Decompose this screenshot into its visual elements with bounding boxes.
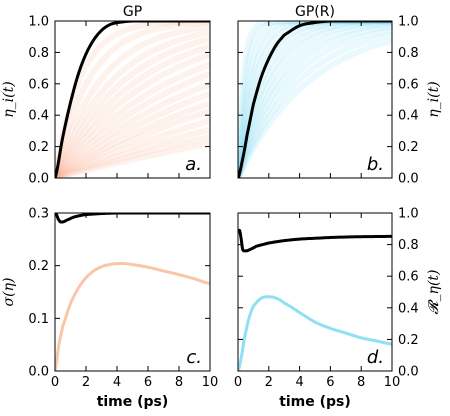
x-tick-label: 4 xyxy=(113,375,121,390)
y-tick-label: 0.2 xyxy=(398,333,419,348)
panel-letter: d. xyxy=(367,347,384,368)
y-tick-label: 0.0 xyxy=(28,365,49,380)
trajectory-line xyxy=(55,90,210,178)
y-tick-label: 1.0 xyxy=(398,15,419,30)
panel-a: 0.0 0.2 0.4 0.6 0.8 1.0 GP η_i(t) a. xyxy=(1,4,211,187)
trajectory-line xyxy=(55,23,210,178)
x-axis-label: time (ps) xyxy=(279,394,351,410)
panel-letter: c. xyxy=(186,347,202,368)
y-tick-label: 0.8 xyxy=(398,46,419,61)
x-tick-label: 0 xyxy=(51,375,59,390)
axes-frame xyxy=(237,20,393,179)
plot-area xyxy=(55,21,210,178)
trajectory-line xyxy=(55,21,210,178)
y-tick-label: 0.8 xyxy=(28,46,49,61)
y-tick-label: 0.0 xyxy=(28,172,49,187)
y-tick-label: 0.4 xyxy=(398,301,419,316)
series-line-2 xyxy=(55,262,210,371)
panel-letter: a. xyxy=(185,154,202,175)
trajectory-line xyxy=(55,140,210,178)
x-tick-label: 4 xyxy=(295,375,303,390)
panel-title: GP(R) xyxy=(295,4,335,20)
x-axis-label: time (ps) xyxy=(97,394,169,410)
x-tick-label: 8 xyxy=(175,375,183,390)
y-tick-label: 0.2 xyxy=(28,259,49,274)
trajectory-line xyxy=(55,81,210,178)
x-tick-label: 10 xyxy=(202,375,219,390)
trajectory-line xyxy=(55,117,210,178)
trajectory-line xyxy=(55,100,210,178)
x-tick-label: 2 xyxy=(82,375,90,390)
trajectory-line xyxy=(55,126,210,178)
axes-frame xyxy=(237,212,393,372)
x-tick-label: 10 xyxy=(384,375,401,390)
y-tick-label: 0.4 xyxy=(28,109,49,124)
series-line-1 xyxy=(55,21,210,178)
trajectory-line xyxy=(55,70,210,178)
ensemble-trajectories xyxy=(55,21,210,178)
trajectory-line xyxy=(55,29,210,178)
y-tick-label: 0.0 xyxy=(398,365,419,380)
trajectory-line xyxy=(55,61,210,178)
y-tick-label: 0.4 xyxy=(398,109,419,124)
y-axis-label: η_i(t) xyxy=(426,81,442,117)
x-tick-label: 2 xyxy=(265,375,273,390)
trajectory-line xyxy=(55,108,210,178)
y-tick-label: 0.6 xyxy=(28,77,49,92)
trajectory-line xyxy=(238,21,392,178)
series-line-1 xyxy=(238,228,392,253)
axes-frame xyxy=(54,20,211,179)
x-tick-label: 6 xyxy=(144,375,152,390)
y-axis-label: σ(η) xyxy=(1,278,17,307)
panel-d: 0 2 4 6 8 100.0 0.2 0.4 0.6 0.8 1.0 time (ps) 𝓡_η(t)… xyxy=(234,207,442,411)
y-tick-label: 1.0 xyxy=(398,207,419,222)
x-tick-label: 0 xyxy=(234,375,242,390)
trajectory-line xyxy=(238,31,392,178)
panel-letter: b. xyxy=(367,154,384,175)
series-line-2 xyxy=(238,295,392,371)
trajectory-line xyxy=(238,21,392,178)
trajectory-line xyxy=(55,43,210,178)
trajectory-line xyxy=(238,23,392,178)
y-tick-label: 0.8 xyxy=(398,238,419,253)
y-tick-label: 0.1 xyxy=(28,312,49,327)
panel-c: 0 2 4 6 8 10 0.0 0.1 0.2 0.3 time (ps) σ(η) c. xyxy=(1,207,218,411)
y-tick-label: 0.6 xyxy=(398,270,419,285)
series-line-1 xyxy=(55,213,210,224)
trajectory-line xyxy=(238,21,392,178)
series-line-1 xyxy=(238,21,392,178)
trajectory-line xyxy=(55,51,210,178)
panel-b: 0.0 0.2 0.4 0.6 0.8 1.0 GP(R) η_i(t) b. xyxy=(237,4,442,187)
trajectory-line xyxy=(55,35,210,178)
x-tick-label: 8 xyxy=(357,375,365,390)
axes-frame xyxy=(54,212,211,372)
y-tick-label: 0.0 xyxy=(398,172,419,187)
x-tick-label: 6 xyxy=(326,375,334,390)
trajectory-line xyxy=(238,37,392,178)
y-axis-label: η_i(t) xyxy=(1,81,17,117)
y-axis-label: 𝓡_η(t) xyxy=(426,269,442,314)
plot-area xyxy=(55,213,210,371)
trajectory-line xyxy=(238,27,392,178)
y-tick-label: 0.3 xyxy=(28,207,49,222)
y-tick-label: 0.6 xyxy=(398,77,419,92)
trajectory-line xyxy=(55,133,210,178)
panel-title: GP xyxy=(123,4,142,20)
y-tick-label: 0.2 xyxy=(28,140,49,155)
y-tick-label: 0.2 xyxy=(398,140,419,155)
trajectory-line xyxy=(238,21,392,178)
y-tick-label: 1.0 xyxy=(28,15,49,30)
